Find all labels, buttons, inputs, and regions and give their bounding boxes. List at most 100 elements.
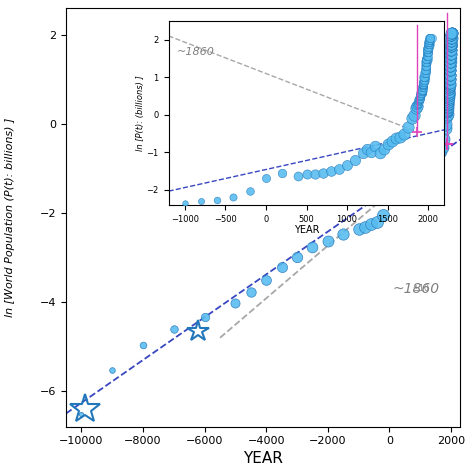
Point xyxy=(447,62,454,70)
Point xyxy=(445,75,453,82)
Point xyxy=(445,94,453,102)
Point xyxy=(447,50,455,58)
Point xyxy=(445,88,453,95)
Point xyxy=(447,40,455,47)
Point xyxy=(443,107,450,115)
Point xyxy=(447,50,454,58)
Point xyxy=(443,109,450,116)
Point xyxy=(438,143,446,150)
Point xyxy=(447,46,454,54)
Point xyxy=(447,31,455,39)
Point xyxy=(447,58,454,65)
Point xyxy=(441,125,448,132)
Point xyxy=(443,106,451,114)
Point xyxy=(447,67,454,74)
Point xyxy=(367,220,375,228)
Point xyxy=(445,92,452,100)
Point xyxy=(448,29,456,36)
Point xyxy=(444,109,451,116)
Point xyxy=(448,34,456,42)
Point xyxy=(447,43,455,50)
Point xyxy=(446,82,453,89)
Point xyxy=(444,95,452,102)
Point xyxy=(447,37,455,45)
Point xyxy=(446,67,454,74)
Point xyxy=(444,100,452,108)
Point xyxy=(445,94,452,102)
Point xyxy=(443,104,451,112)
Point xyxy=(324,237,332,245)
Point xyxy=(447,40,455,47)
Point xyxy=(424,161,432,169)
Point xyxy=(447,54,455,62)
Point xyxy=(446,75,454,82)
Point xyxy=(444,103,451,111)
Point xyxy=(445,91,453,98)
Point xyxy=(309,243,316,251)
Point xyxy=(444,98,452,106)
Point xyxy=(446,79,453,87)
Point xyxy=(446,67,454,74)
Point xyxy=(445,83,453,91)
Point xyxy=(444,98,452,106)
Point xyxy=(447,34,455,42)
Point xyxy=(361,223,369,230)
Point xyxy=(447,54,454,62)
Point xyxy=(447,58,454,65)
Point xyxy=(446,71,454,79)
Point xyxy=(446,71,454,79)
Point xyxy=(447,62,454,70)
Point xyxy=(444,95,452,102)
Point xyxy=(444,101,451,109)
Point xyxy=(447,34,455,42)
Point xyxy=(446,75,454,82)
Point xyxy=(447,43,455,50)
Point xyxy=(398,193,405,201)
Point xyxy=(444,106,451,114)
Point xyxy=(444,103,451,111)
Point xyxy=(339,230,347,237)
Point xyxy=(447,37,455,45)
Point xyxy=(445,83,453,91)
Point xyxy=(444,104,451,112)
Point xyxy=(447,46,455,54)
Point xyxy=(447,58,454,65)
Point xyxy=(446,83,453,91)
Point xyxy=(447,46,455,54)
Point xyxy=(447,43,454,50)
Point xyxy=(430,161,438,169)
Point xyxy=(433,151,441,159)
Point xyxy=(447,37,455,45)
Point xyxy=(447,67,454,74)
Point xyxy=(447,37,455,45)
Point xyxy=(446,82,454,89)
Point xyxy=(447,40,455,47)
Point xyxy=(445,91,453,98)
Point xyxy=(416,179,424,187)
Point xyxy=(443,107,450,115)
Point xyxy=(444,101,451,109)
Point xyxy=(447,54,454,62)
Point xyxy=(432,155,439,162)
Point xyxy=(355,225,363,233)
Point xyxy=(447,46,455,54)
Point xyxy=(447,34,455,42)
Point xyxy=(419,174,427,182)
Point xyxy=(170,325,178,333)
Point xyxy=(445,94,452,102)
Point xyxy=(447,58,454,65)
Point xyxy=(446,71,454,79)
Point xyxy=(78,410,85,417)
Point xyxy=(446,83,453,91)
Point xyxy=(447,40,455,47)
Point xyxy=(447,31,455,39)
Point xyxy=(444,103,452,111)
Point xyxy=(444,98,452,106)
Point xyxy=(446,62,454,70)
Point xyxy=(448,31,456,39)
Point xyxy=(446,82,454,89)
Point xyxy=(446,79,453,87)
Point xyxy=(427,156,435,164)
Point xyxy=(447,62,454,70)
Point xyxy=(447,43,455,50)
